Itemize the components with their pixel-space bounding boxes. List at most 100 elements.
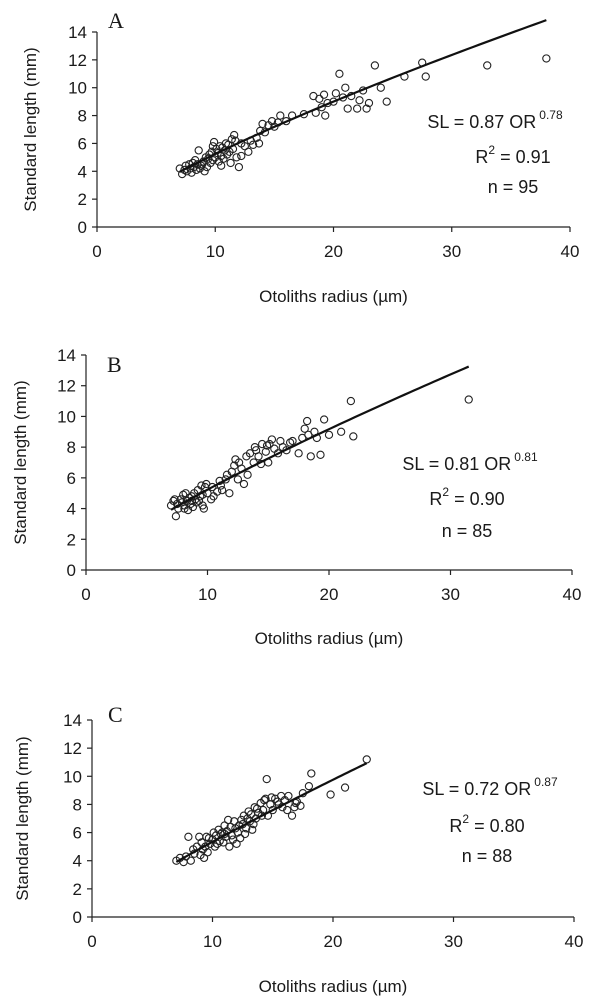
data-point — [194, 146, 203, 155]
data-point — [307, 769, 316, 778]
data-point — [464, 395, 473, 404]
y-tick-label: 12 — [57, 377, 76, 396]
data-point — [225, 842, 234, 851]
data-point — [198, 501, 207, 510]
data-point — [248, 825, 257, 834]
data-point — [326, 790, 335, 799]
data-point — [276, 111, 285, 120]
x-tick-label: 40 — [565, 932, 584, 951]
equation-label: SL = 0.87 OR 0.78 — [427, 108, 563, 132]
data-point — [267, 116, 277, 126]
data-point — [199, 853, 209, 863]
sample-size-label: n = 88 — [462, 846, 513, 866]
data-point — [287, 811, 297, 820]
y-axis-title: Standard length (mm) — [13, 736, 32, 900]
data-point — [324, 430, 334, 440]
r-squared-label: R2 = 0.90 — [429, 485, 504, 509]
data-point — [248, 140, 258, 149]
data-point — [227, 135, 236, 144]
data-point — [181, 852, 191, 861]
y-tick-label: 6 — [73, 824, 82, 843]
r-squared-superscript: 2 — [488, 143, 495, 157]
data-point — [316, 450, 325, 459]
y-tick-label: 8 — [73, 795, 82, 814]
data-point — [206, 158, 215, 168]
y-tick-label: 2 — [73, 880, 82, 899]
fit-curve — [179, 19, 547, 173]
data-point — [283, 805, 292, 815]
data-point — [265, 439, 274, 449]
panel-a: 0 10 20 30 40 0 2 4 6 8 10 12 14 Otoliths radius (µm)… — [21, 8, 579, 306]
y-tick-label: 6 — [67, 469, 76, 488]
data-point — [208, 155, 218, 165]
data-point — [304, 781, 314, 791]
data-point — [210, 842, 220, 851]
data-point — [260, 796, 269, 805]
data-point — [234, 458, 244, 467]
data-point — [250, 442, 260, 452]
y-tick-label: 8 — [67, 438, 76, 457]
data-point — [267, 435, 277, 444]
y-tick-label: 12 — [63, 739, 82, 758]
data-point — [254, 139, 264, 148]
fit-curve — [170, 365, 470, 511]
data-point — [225, 489, 234, 498]
data-point — [355, 96, 364, 105]
data-point — [288, 436, 297, 446]
data-point — [321, 111, 330, 120]
data-point — [346, 396, 356, 406]
data-point — [214, 157, 223, 166]
data-point — [382, 97, 391, 106]
y-axis-title: Standard length (mm) — [21, 47, 40, 211]
data-point — [262, 441, 272, 450]
data-point — [329, 97, 338, 106]
data-point — [290, 803, 299, 812]
data-point — [542, 54, 551, 63]
data-point — [319, 90, 329, 99]
data-point — [252, 804, 262, 813]
x-tick-label: 40 — [561, 242, 580, 261]
data-point — [233, 475, 243, 484]
data-point — [244, 147, 253, 156]
r-squared-letter: R — [475, 147, 488, 167]
data-point — [302, 416, 312, 426]
y-tick-label: 4 — [73, 852, 82, 871]
x-axis-title: Otoliths radius (µm) — [259, 287, 408, 306]
sample-size-label: n = 95 — [488, 177, 539, 197]
data-point — [186, 856, 195, 865]
data-point — [230, 130, 239, 140]
panel-letter: C — [108, 702, 123, 727]
fit-curve — [175, 762, 368, 863]
data-point — [294, 449, 303, 458]
data-point — [341, 83, 350, 92]
x-tick-label: 0 — [81, 585, 90, 604]
y-tick-label: 0 — [67, 561, 76, 580]
data-point — [242, 452, 251, 461]
data-point — [258, 805, 268, 815]
data-point — [239, 479, 249, 489]
equation-label: SL = 0.81 OR 0.81 — [402, 450, 538, 474]
y-tick-label: 10 — [63, 767, 82, 786]
data-point — [219, 838, 228, 847]
data-point — [331, 89, 341, 98]
data-point — [362, 755, 371, 764]
data-point — [246, 810, 256, 819]
data-point — [187, 168, 196, 177]
data-point — [208, 142, 218, 151]
data-point — [217, 485, 227, 495]
data-point — [421, 72, 430, 81]
r-squared-value: = 0.80 — [469, 816, 525, 836]
x-tick-label: 0 — [87, 932, 96, 951]
equation-exponent: 0.81 — [514, 450, 538, 464]
equation-label: SL = 0.72 OR 0.87 — [422, 775, 558, 799]
x-tick-label: 0 — [92, 242, 101, 261]
data-point — [349, 432, 358, 441]
equation-main: SL = 0.72 OR — [422, 779, 531, 799]
y-tick-label: 0 — [78, 218, 87, 237]
y-tick-label: 14 — [63, 711, 82, 730]
data-point — [338, 93, 348, 102]
x-tick-label: 20 — [324, 932, 343, 951]
y-tick-label: 4 — [67, 500, 76, 519]
equation-main: SL = 0.87 OR — [427, 112, 536, 132]
data-point — [376, 83, 385, 92]
